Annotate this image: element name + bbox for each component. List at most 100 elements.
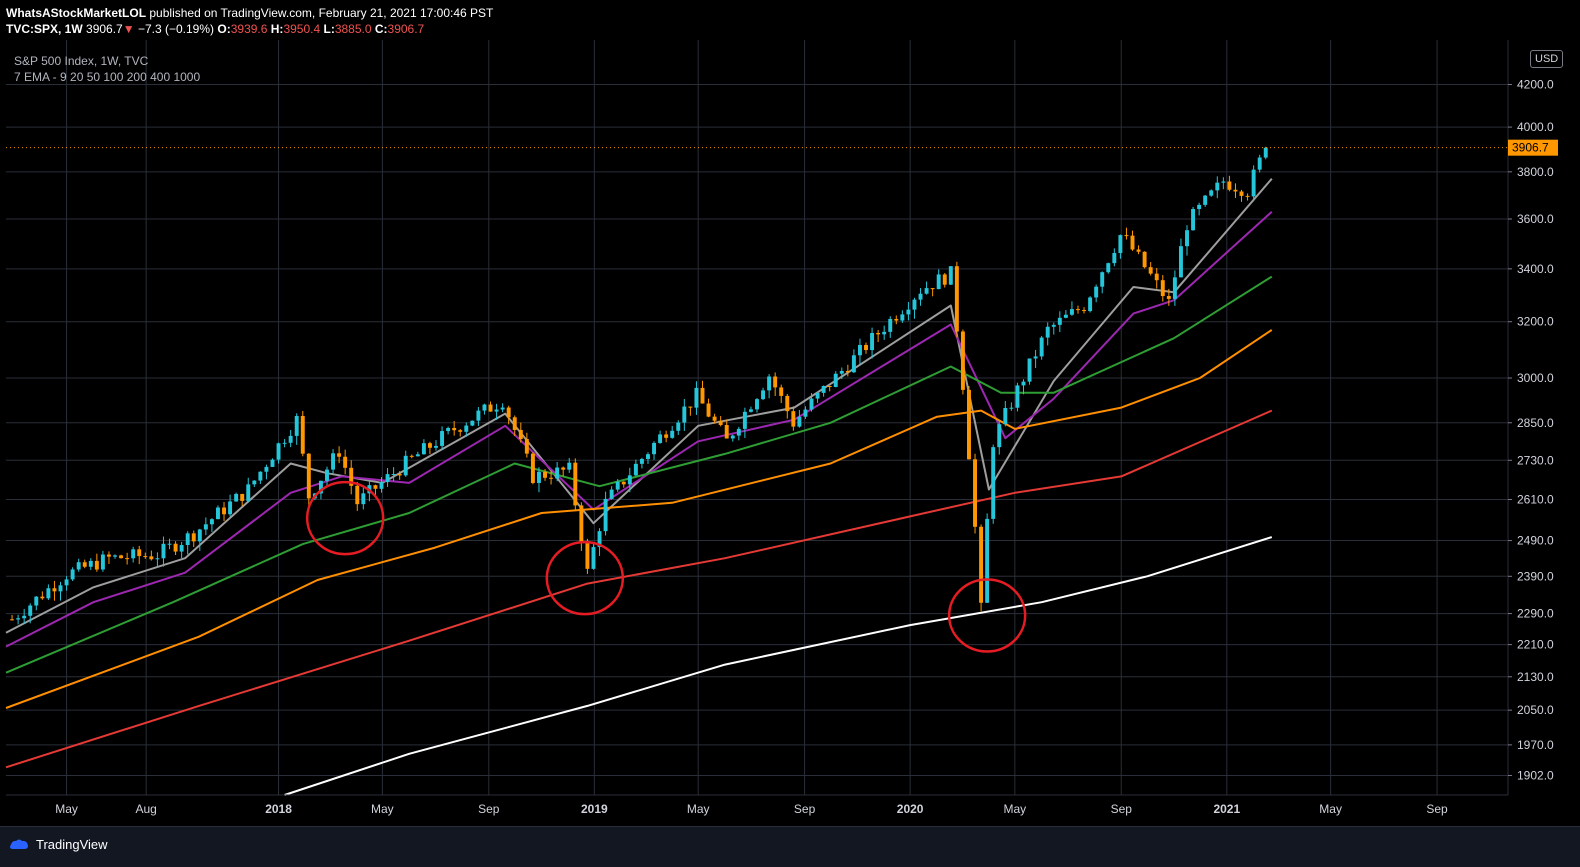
candle-body [264,466,269,472]
change-value: −7.3 (−0.19%) [137,22,215,36]
candle-body [1203,195,1208,205]
price-tick-label: 2290.0 [1517,607,1554,621]
down-arrow-icon: ▼ [122,22,135,36]
candle-body [106,554,111,557]
candle-body [337,453,342,457]
candle-body [876,333,881,335]
time-tick-label: Sep [794,802,816,816]
candle-body [391,474,396,476]
candle-body [833,373,838,387]
candle-body [1112,252,1117,264]
time-tick-label: May [55,802,78,816]
candle-body [294,415,299,436]
candle-body [1009,407,1014,409]
candle-body [252,480,257,485]
candle-body [1257,157,1262,170]
candle-body [10,619,15,621]
candle-body [64,579,69,586]
candle-body [1057,317,1062,325]
candle-body [870,333,875,351]
indicator-legend[interactable]: 7 EMA - 9 20 50 100 200 400 1000 [14,70,201,84]
candle-body [730,435,735,439]
candle-body [1118,235,1123,253]
candle-body [500,407,505,410]
candle-body [985,518,990,603]
candle-body [797,416,802,427]
candle-body [591,547,596,569]
candle-body [700,387,705,404]
candle-body [815,392,820,399]
price-tick-label: 1970.0 [1517,738,1554,752]
candle-body [452,427,457,431]
candle-body [530,453,535,483]
candle-body [839,370,844,374]
candle-body [246,484,251,501]
published-text: published on TradingView.com, February 2… [149,6,494,20]
candle-body [203,524,208,530]
candle-body [355,485,360,505]
candle-body [1233,189,1238,192]
open-label: O: [217,22,231,36]
candle-body [1136,249,1141,252]
candle-body [827,385,832,387]
time-tick-label: May [371,802,394,816]
candle-body [1251,169,1256,197]
candle-body [809,398,814,410]
candle-body [518,429,523,440]
candle-body [403,455,408,476]
candle-body [131,549,136,559]
candle-body [125,558,130,560]
tradingview-brand[interactable]: TradingView [8,836,108,852]
candle-body [258,471,263,481]
candle-body [240,493,245,501]
price-tick-label: 2850.0 [1517,416,1554,430]
candle-body [1045,326,1050,338]
series-legend[interactable]: S&P 500 Index, 1W, TVC [14,54,149,68]
candle-body [234,493,239,502]
annotation-circle[interactable] [305,480,385,556]
candle-body [609,489,614,499]
candle-body [561,467,566,470]
candle-body [585,542,590,569]
candle-body [894,318,899,321]
candle-body [143,556,148,558]
price-tick-label: 2210.0 [1517,638,1554,652]
candle-body [191,533,196,542]
price-axis[interactable]: 1902.0 1970.0 2050.0 2130.0 2210.0 2290.0 2390… [1508,78,1554,783]
candle-body [28,605,33,616]
brand-label: TradingView [36,836,108,852]
time-tick-label: 2020 [897,802,924,816]
candle-body [1003,407,1008,425]
candle-body [1148,267,1153,274]
author-name[interactable]: WhatsAStockMarketLOL [6,6,147,20]
ema-line-5 [284,536,1273,796]
time-axis[interactable]: May Aug 2018 May Sep 2019 May Sep 2020 May Sep 2021… [55,802,1448,816]
currency-label[interactable]: USD [1530,50,1564,68]
candle-body [161,543,166,559]
symbol-label[interactable]: TVC:SPX, 1W [6,22,83,36]
candle-body [1263,147,1268,158]
price-tick-label: 2610.0 [1517,492,1554,506]
candle-body [16,618,21,620]
candle-body [573,462,578,506]
candle-body [773,376,778,388]
candle-body [603,498,608,532]
candle-body [1027,358,1032,382]
candle-body [973,459,978,527]
close-value: 3906.7 [387,22,425,36]
last-price-label: 3906.7 [1512,141,1549,155]
candle-body [1227,181,1232,190]
candle-body [415,454,420,457]
candle-body [1069,309,1074,315]
candle-body [464,425,469,432]
candle-body [409,455,414,457]
candle-body [1178,246,1183,278]
candle-body [1088,297,1093,312]
annotation-circle[interactable] [545,540,625,616]
ema-line-2 [5,275,1273,674]
time-tick-label: 2019 [581,802,608,816]
annotation-circle[interactable] [947,578,1027,653]
candle-body [567,462,572,470]
candle-body [851,355,856,373]
